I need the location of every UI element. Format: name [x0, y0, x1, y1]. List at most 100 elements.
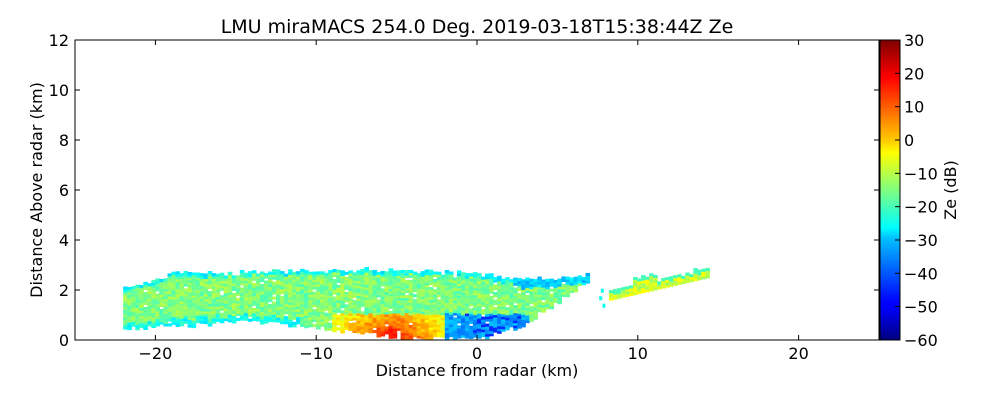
- echo-cell: [211, 285, 217, 289]
- echo-cell: [473, 314, 478, 318]
- echo-cell: [191, 282, 197, 286]
- echo-cell: [537, 286, 542, 290]
- echo-cell: [404, 282, 410, 286]
- echo-cell: [376, 304, 382, 308]
- echo-cell: [316, 301, 321, 305]
- echo-cell: [364, 274, 369, 278]
- echo-cell: [525, 310, 530, 314]
- echo-cell: [432, 296, 438, 300]
- echo-cell: [272, 281, 277, 285]
- echo-cell: [513, 290, 518, 294]
- echo-cell: [404, 287, 410, 291]
- echo-cell: [505, 322, 510, 326]
- echo-cell: [565, 284, 570, 288]
- echo-cell: [227, 294, 233, 298]
- echo-cell: [501, 303, 506, 307]
- echo-cell: [497, 280, 502, 284]
- echo-cell: [424, 317, 430, 321]
- echo-cell: [147, 285, 152, 289]
- echo-cell: [485, 293, 490, 297]
- echo-cell: [525, 317, 530, 321]
- echo-cell: [195, 292, 201, 296]
- echo-cell: [533, 309, 538, 313]
- echo-cell: [280, 318, 285, 322]
- echo-cell: [123, 301, 128, 305]
- echo-cell: [368, 310, 374, 314]
- echo-cell: [464, 323, 470, 327]
- echo-cell: [175, 283, 181, 287]
- echo-cell: [464, 280, 470, 284]
- echo-cell: [223, 305, 229, 309]
- echo-cell: [139, 287, 144, 291]
- echo-cell: [344, 291, 349, 295]
- echo-cell: [629, 287, 634, 291]
- echo-cell: [352, 314, 357, 318]
- echo-cell: [288, 306, 293, 310]
- echo-cell: [473, 324, 478, 328]
- echo-cell: [368, 307, 374, 311]
- echo-cell: [263, 290, 269, 294]
- echo-cell: [533, 316, 538, 320]
- echo-cell: [203, 308, 209, 312]
- echo-cell: [276, 304, 281, 308]
- echo-cell: [344, 314, 349, 318]
- echo-cell: [489, 328, 494, 332]
- echo-cell: [332, 274, 337, 278]
- echo-cell: [469, 330, 474, 334]
- echo-cell: [304, 302, 309, 306]
- echo-cell: [581, 282, 587, 286]
- echo-cell: [175, 323, 181, 327]
- echo-cell: [697, 277, 702, 281]
- echo-cell: [143, 291, 148, 295]
- echo-cell: [477, 275, 482, 279]
- echo-cell: [211, 303, 217, 307]
- echo-cell: [175, 278, 181, 282]
- echo-cell: [404, 300, 410, 304]
- echo-cell: [517, 293, 522, 297]
- echo-cell: [517, 323, 522, 327]
- echo-cell: [328, 327, 333, 331]
- echo-cell: [231, 282, 237, 286]
- echo-cell: [525, 312, 530, 316]
- echo-cell: [139, 315, 144, 319]
- echo-cell: [420, 321, 426, 325]
- echo-cell: [408, 269, 414, 273]
- echo-cell: [247, 271, 253, 275]
- echo-cell: [440, 279, 446, 283]
- echo-cell: [147, 295, 152, 299]
- echo-cell: [372, 320, 378, 324]
- echo-cell: [163, 323, 168, 327]
- echo-cell: [288, 299, 293, 303]
- echo-cell: [384, 318, 390, 322]
- echo-cell: [428, 324, 434, 328]
- echo-cell: [689, 274, 694, 278]
- echo-cell: [432, 289, 438, 293]
- echo-cell: [513, 327, 518, 331]
- echo-cell: [416, 325, 422, 329]
- echo-cell: [259, 304, 265, 308]
- echo-cell: [665, 277, 670, 281]
- echo-cell: [529, 296, 534, 300]
- echo-cell: [191, 320, 197, 324]
- echo-cell: [412, 271, 418, 275]
- echo-cell: [521, 314, 526, 318]
- echo-cell: [608, 295, 614, 299]
- echo-cell: [251, 277, 257, 281]
- echo-cell: [251, 295, 257, 299]
- echo-cell: [163, 308, 168, 312]
- echo-cell: [521, 279, 526, 283]
- echo-cell: [312, 309, 317, 313]
- echo-cell: [219, 307, 225, 311]
- echo-cell: [159, 319, 164, 323]
- echo-cell: [296, 311, 301, 315]
- echo-cell: [348, 300, 353, 304]
- echo-cell: [705, 275, 710, 279]
- echo-cell: [199, 310, 205, 314]
- echo-cell: [489, 298, 494, 302]
- echo-cell: [440, 324, 446, 328]
- echo-cell: [155, 280, 160, 284]
- echo-cell: [501, 323, 506, 327]
- echo-cell: [135, 294, 140, 298]
- echo-cell: [537, 294, 542, 298]
- echo-cell: [276, 319, 281, 323]
